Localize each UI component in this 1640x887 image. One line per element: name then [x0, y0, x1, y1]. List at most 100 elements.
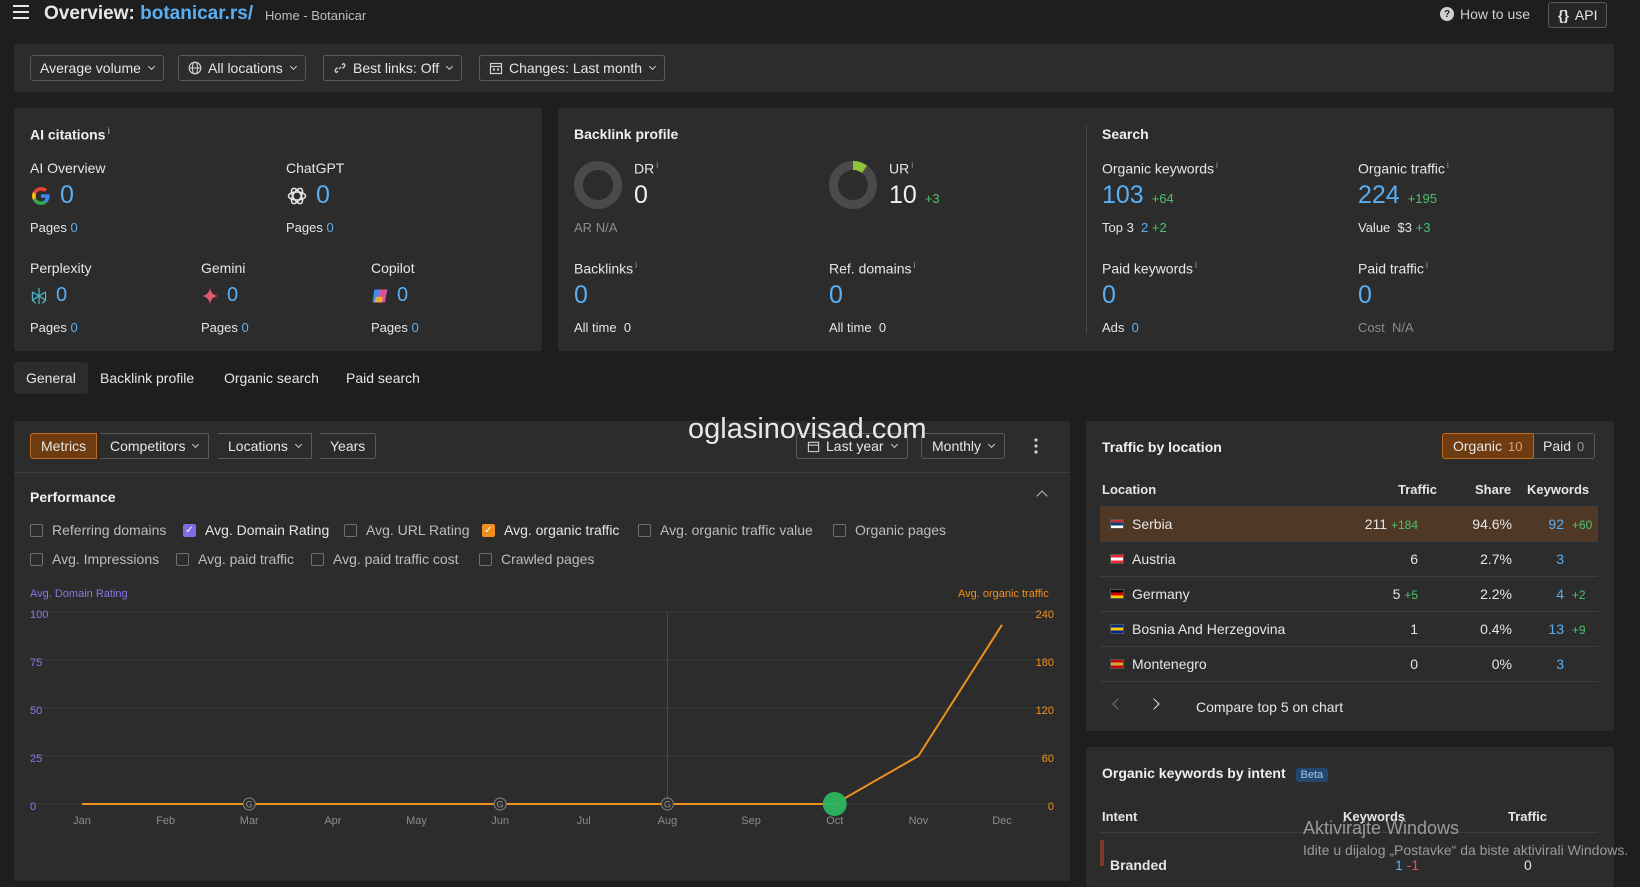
range-dropdown[interactable]: Last year: [796, 433, 908, 459]
checkbox-organic-pages[interactable]: Organic pages: [833, 522, 946, 538]
tab-organic-search[interactable]: Organic search: [224, 370, 319, 386]
backlinks-value[interactable]: 0: [574, 281, 588, 309]
copilot-value[interactable]: 0: [397, 284, 409, 306]
api-button[interactable]: {} API: [1548, 2, 1608, 28]
competitors-segment[interactable]: Competitors: [100, 433, 210, 459]
location-row[interactable]: Montenegro 0 0% 3: [1100, 647, 1598, 682]
info-icon[interactable]: i: [656, 160, 659, 170]
x-tick-label: May: [406, 815, 427, 827]
paid-keywords-value[interactable]: 0: [1102, 281, 1116, 309]
organic-toggle[interactable]: Organic 10: [1442, 433, 1534, 459]
info-icon[interactable]: i: [635, 260, 638, 270]
perplexity-value[interactable]: 0: [56, 284, 68, 306]
info-icon[interactable]: i: [911, 160, 914, 170]
chevron-down-icon: [289, 62, 297, 71]
years-segment[interactable]: Years: [320, 433, 377, 459]
location-row[interactable]: Germany 5 +5 2.2% 4 +2: [1100, 577, 1598, 612]
location-traffic: 0: [1410, 656, 1418, 672]
location-name[interactable]: Montenegro: [1132, 656, 1207, 672]
tab-backlink-profile[interactable]: Backlink profile: [100, 370, 195, 386]
info-icon[interactable]: i: [1195, 260, 1198, 270]
location-row[interactable]: Austria 6 2.7% 3: [1100, 542, 1598, 577]
column-share[interactable]: Share: [1475, 482, 1512, 497]
column-location[interactable]: Location: [1102, 482, 1157, 497]
checkbox-avg-domain-rating[interactable]: ✓ Avg. Domain Rating: [183, 522, 329, 538]
paid-traffic-value[interactable]: 0: [1358, 281, 1372, 309]
intent-branded-keywords[interactable]: 1 -1: [1395, 857, 1420, 873]
location-name[interactable]: Bosnia And Herzegovina: [1132, 621, 1286, 637]
gemini-label: Gemini: [201, 260, 246, 276]
right-tick-label: 60: [1042, 753, 1054, 765]
best-links-filter-label: Best links: Off: [353, 60, 440, 76]
chevron-down-icon: [294, 440, 302, 449]
compare-top5-button[interactable]: Compare top 5 on chart: [1196, 699, 1344, 715]
column-traffic[interactable]: Traffic: [1398, 482, 1438, 497]
checkbox-avg-organic-traffic-value[interactable]: Avg. organic traffic value: [638, 522, 813, 538]
checkbox-avg-paid-traffic-cost[interactable]: Avg. paid traffic cost: [311, 551, 459, 567]
location-name[interactable]: Serbia: [1132, 516, 1173, 532]
dr-label: DR i: [634, 160, 659, 177]
info-icon[interactable]: i: [1216, 160, 1219, 170]
ur-ring-icon: [829, 161, 877, 209]
paid-toggle[interactable]: Paid 0: [1533, 433, 1596, 459]
column-intent[interactable]: Intent: [1102, 809, 1138, 824]
info-icon[interactable]: i: [913, 260, 916, 270]
tab-general[interactable]: General: [14, 362, 88, 394]
organic-traffic-value[interactable]: 224: [1358, 181, 1400, 209]
location-keywords[interactable]: 3: [1556, 656, 1564, 672]
volume-filter-dropdown[interactable]: Average volume: [30, 55, 164, 81]
paid-traffic-label: Paid traffic i: [1358, 260, 1428, 277]
location-traffic: 6: [1410, 551, 1418, 567]
location-share: 94.6%: [1472, 516, 1512, 532]
best-links-filter-dropdown[interactable]: Best links: Off: [323, 55, 463, 81]
organic-keywords-value[interactable]: 103: [1102, 181, 1144, 209]
metrics-segment[interactable]: Metrics: [30, 433, 98, 459]
gemini-value[interactable]: 0: [227, 284, 239, 306]
more-options-icon[interactable]: [1032, 437, 1040, 455]
location-share: 0%: [1491, 656, 1512, 672]
column-intent-keywords[interactable]: Keywords: [1343, 809, 1406, 824]
location-keywords[interactable]: 4 +2: [1556, 586, 1586, 602]
google-update-marker-label: G: [497, 800, 504, 810]
location-filter-dropdown[interactable]: All locations: [178, 55, 306, 81]
info-icon[interactable]: i: [1425, 260, 1428, 270]
checkbox-referring-domains[interactable]: Referring domains: [30, 522, 166, 538]
checkbox-crawled-pages[interactable]: Crawled pages: [479, 551, 594, 567]
info-icon[interactable]: i: [107, 126, 110, 136]
location-row[interactable]: Bosnia And Herzegovina 1 0.4% 13 +9: [1100, 612, 1598, 647]
checkbox-avg-paid-traffic[interactable]: Avg. paid traffic: [176, 551, 294, 567]
ai-overview-value[interactable]: 0: [60, 181, 74, 209]
menu-icon[interactable]: [13, 5, 29, 19]
info-icon[interactable]: i: [1446, 160, 1449, 170]
title-domain-link[interactable]: botanicar.rs/: [140, 3, 254, 24]
location-name[interactable]: Germany: [1132, 586, 1190, 602]
ref-domains-value[interactable]: 0: [829, 281, 843, 309]
location-keywords[interactable]: 3: [1556, 551, 1564, 567]
interval-dropdown[interactable]: Monthly: [921, 433, 1006, 459]
location-name[interactable]: Austria: [1132, 551, 1176, 567]
top-bar: Overview: botanicar.rs/ Home - Botanicar…: [0, 0, 1640, 30]
checkbox-avg-url-rating[interactable]: Avg. URL Rating: [344, 522, 470, 538]
gemini-icon: [201, 287, 219, 304]
column-intent-traffic[interactable]: Traffic: [1508, 809, 1548, 824]
checkbox-avg-organic-traffic[interactable]: ✓ Avg. organic traffic: [482, 522, 619, 538]
ar-metric: AR N/A: [574, 220, 618, 235]
chatgpt-value[interactable]: 0: [316, 181, 330, 209]
volume-filter-label: Average volume: [40, 60, 141, 76]
keywords-by-intent-card: [1086, 747, 1614, 887]
location-row[interactable]: Serbia 211 +184 94.6% 92 +60: [1100, 507, 1598, 542]
location-keywords[interactable]: 13 +9: [1548, 621, 1586, 637]
location-keywords[interactable]: 92 +60: [1548, 516, 1593, 532]
right-axis-label: Avg. organic traffic: [958, 588, 1049, 600]
cost-metric: Cost N/A: [1358, 320, 1414, 335]
search-title: Search: [1102, 126, 1149, 142]
column-keywords[interactable]: Keywords: [1527, 482, 1590, 497]
breadcrumb[interactable]: Home - Botanicar: [265, 8, 367, 23]
how-to-use-link[interactable]: ? How to use: [1440, 6, 1530, 22]
x-tick-label: Jan: [73, 815, 91, 827]
tab-paid-search[interactable]: Paid search: [346, 370, 420, 386]
chevron-down-icon: [192, 440, 200, 449]
changes-filter-dropdown[interactable]: Changes: Last month: [479, 55, 666, 81]
checkbox-avg-impressions[interactable]: Avg. Impressions: [30, 551, 159, 567]
locations-segment[interactable]: Locations: [218, 433, 312, 459]
